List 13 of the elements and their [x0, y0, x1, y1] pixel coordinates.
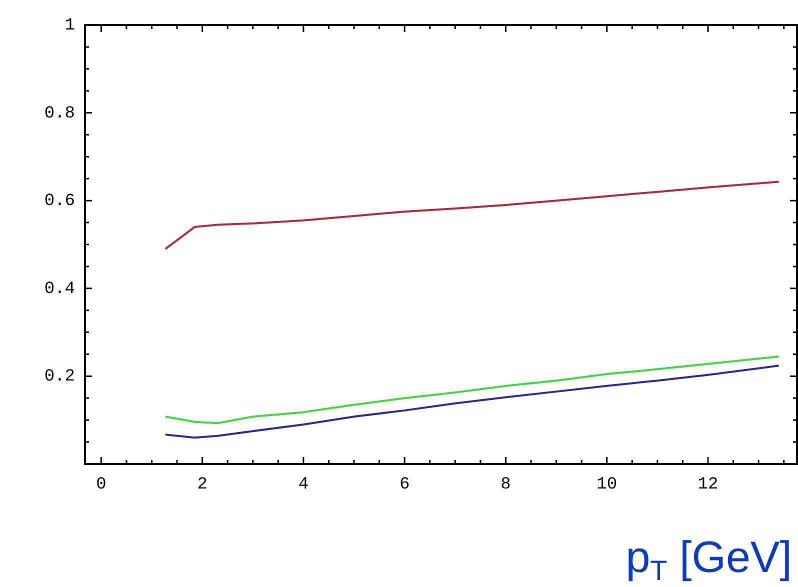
x-axis-title: p$_{T}$ [GeV] — [626, 533, 792, 587]
x-tick-label: 10 — [596, 476, 618, 495]
x-tick-label: 2 — [197, 476, 208, 495]
y-tick-label: 0.4 — [44, 280, 75, 299]
x-tick-label: 12 — [698, 476, 718, 495]
x-tick-label: 8 — [500, 476, 511, 495]
y-tick-label: 0.2 — [44, 368, 75, 387]
x-tick-label: 6 — [399, 476, 410, 495]
x-tick-label: 0 — [96, 476, 106, 495]
y-tick-label: 1 — [64, 16, 75, 36]
x-tick-label: 4 — [298, 476, 309, 495]
y-tick-label: 0.8 — [44, 104, 75, 124]
y-tick-label: 0.6 — [44, 192, 75, 212]
